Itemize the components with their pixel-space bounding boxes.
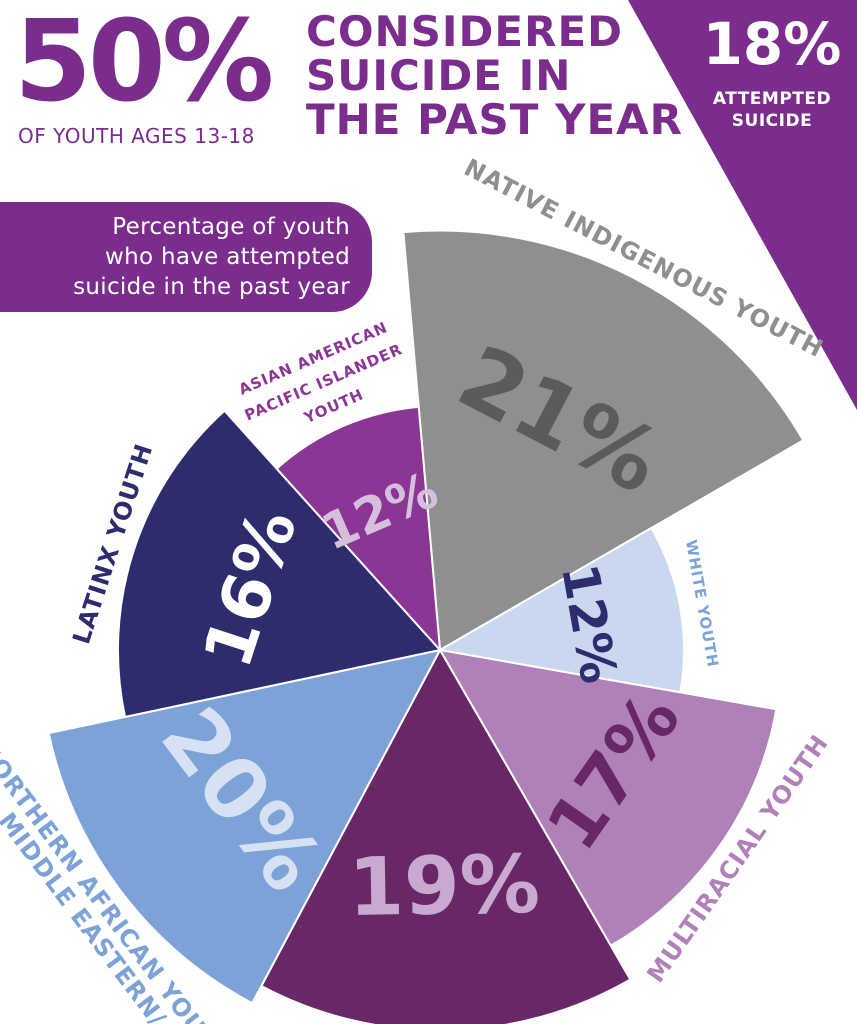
legend-pill-text: Percentage of youth who have attempted s… [0,212,350,302]
headline-line-2: SUICIDE IN [306,51,572,100]
corner-line-1: ATTEMPTED [712,89,832,109]
pie-slice-asian-american-pacific-islander-youth [275,405,442,653]
legend-pill-line-1: Percentage of youth [112,214,350,240]
headline-line-1: CONSIDERED [306,7,624,56]
corner-percent: 18% [702,10,842,78]
headline-percent: 50% [14,0,274,127]
legend-pill-line-2: who have attempted [105,244,350,270]
pie-slice-white-youth [437,526,685,694]
headline-subtitle: OF YOUTH AGES 13-18 [18,124,255,148]
legend-pill [0,202,372,312]
legend-pill-line-3: suicide in the past year [73,274,350,300]
pie-label-white-youth-line-1: WHITE YOUTH [682,539,722,670]
headline-line-3: THE PAST YEAR [306,95,684,144]
pie-slice-black-youth [260,647,632,1024]
corner-triangle [628,0,857,410]
pie-slice-multiracial-youth [438,648,778,948]
pie-slice-latinx-youth [117,409,442,719]
corner-text: ATTEMPTED SUICIDE [692,88,852,132]
pie-slice-middle-eastern-northern-african-youth [47,648,442,1005]
corner-line-2: SUICIDE [731,111,813,131]
pie-value-black-youth: 19% [348,838,541,934]
headline-text: CONSIDERED SUICIDE IN THE PAST YEAR [306,10,686,142]
pie-chart [47,229,805,1024]
pie-slice-native-indigenous-youth [402,229,805,652]
